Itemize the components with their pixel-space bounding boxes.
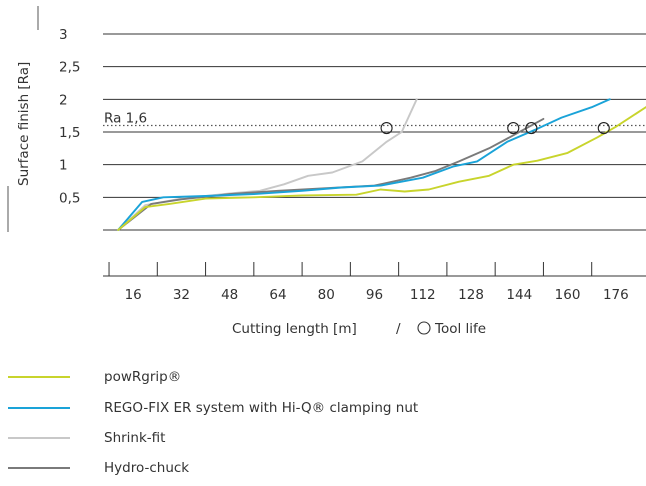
tool-life-marker-3: [507, 122, 520, 135]
x-tick-label: 16: [125, 287, 142, 303]
tool-life-marker-0: [597, 122, 610, 135]
y-tick-labels: 0,5 1 1,5 2 2,5 3: [59, 27, 80, 206]
x-tick-label: 96: [366, 287, 383, 303]
x-axis-label: Cutting length [m]: [232, 321, 357, 337]
y-tick-label: 3: [59, 27, 68, 43]
legend-item-hydro-chuck: Hydro-chuck: [0, 458, 600, 478]
legend-swatch-rego-fix: [8, 407, 70, 409]
x-tick-label: 32: [173, 287, 190, 303]
reference-line: Ra 1,6: [103, 110, 646, 126]
x-axis-label-separator: /: [396, 321, 401, 337]
x-axis-title: Cutting length [m] / Tool life: [232, 321, 486, 337]
legend-label-powrgrip: powRgrip®: [104, 369, 182, 385]
y-axis-label: Surface finish [Ra]: [16, 62, 32, 186]
x-tick-label: 144: [506, 287, 532, 303]
legend-label-hydro-chuck: Hydro-chuck: [104, 460, 190, 476]
legend-item-shrink-fit: Shrink-fit: [0, 428, 600, 448]
x-tick-label: 128: [458, 287, 484, 303]
series-line-3: [117, 117, 545, 231]
x-tick-label: 80: [318, 287, 335, 303]
x-tick-label: 176: [603, 287, 629, 303]
y-tick-label: 2: [59, 92, 68, 108]
legend-item-rego-fix: REGO-FIX ER system with Hi-Q® clamping n…: [0, 398, 600, 418]
line-chart: Surface finish [Ra] 0,511,522,53 Ra 1,6 …: [7, 6, 646, 337]
x-tick-label: 160: [555, 287, 581, 303]
tool-life-legend-icon: [417, 321, 431, 335]
tool-life-marker-1: [525, 122, 538, 135]
legend-label-rego-fix: REGO-FIX ER system with Hi-Q® clamping n…: [104, 400, 419, 416]
y-axis-label-group: Surface finish [Ra]: [7, 6, 39, 232]
reference-line-label: Ra 1,6: [104, 110, 147, 126]
x-tick-label: 112: [410, 287, 436, 303]
series-line-1: [117, 98, 611, 231]
series-lines: [117, 98, 646, 231]
y-tick-label: 1: [59, 158, 68, 174]
y-tick-label: 2,5: [59, 60, 80, 76]
gridlines: [103, 33, 646, 231]
x-tick-label: 48: [221, 287, 238, 303]
legend-swatch-hydro-chuck: [8, 467, 70, 469]
series-line-0: [117, 106, 646, 231]
y-tick-label: 1,5: [59, 125, 80, 141]
y-tick-label: 0,5: [59, 190, 80, 206]
tool-life-label: Tool life: [434, 321, 486, 337]
x-tick-label: 64: [269, 287, 286, 303]
legend-swatch-powrgrip: [8, 376, 70, 378]
legend-item-powrgrip: powRgrip®: [0, 367, 600, 387]
tool-life-marker-2: [380, 122, 393, 135]
x-axis: 16 32 48 64 80 96 112 128 144 160 176: [103, 262, 646, 303]
legend-label-shrink-fit: Shrink-fit: [104, 430, 166, 446]
legend-swatch-shrink-fit: [8, 437, 70, 439]
tool-life-markers: [380, 122, 610, 135]
